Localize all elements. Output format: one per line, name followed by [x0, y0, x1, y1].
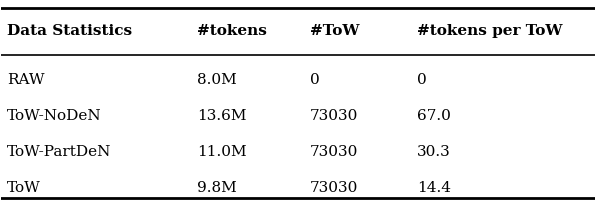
Text: 8.0M: 8.0M [197, 73, 237, 87]
Text: RAW: RAW [7, 73, 45, 87]
Text: Data Statistics: Data Statistics [7, 24, 132, 38]
Text: 14.4: 14.4 [417, 181, 451, 195]
Text: 67.0: 67.0 [417, 109, 451, 123]
Text: 73030: 73030 [310, 181, 358, 195]
Text: 73030: 73030 [310, 109, 358, 123]
Text: #ToW: #ToW [310, 24, 359, 38]
Text: 0: 0 [310, 73, 320, 87]
Text: #tokens: #tokens [197, 24, 267, 38]
Text: 13.6M: 13.6M [197, 109, 247, 123]
Text: 0: 0 [417, 73, 427, 87]
Text: 30.3: 30.3 [417, 145, 451, 159]
Text: 11.0M: 11.0M [197, 145, 247, 159]
Text: 9.8M: 9.8M [197, 181, 237, 195]
Text: 73030: 73030 [310, 145, 358, 159]
Text: ToW-PartDeN: ToW-PartDeN [7, 145, 112, 159]
Text: #tokens per ToW: #tokens per ToW [417, 24, 562, 38]
Text: ToW: ToW [7, 181, 41, 195]
Text: ToW-NoDeN: ToW-NoDeN [7, 109, 102, 123]
